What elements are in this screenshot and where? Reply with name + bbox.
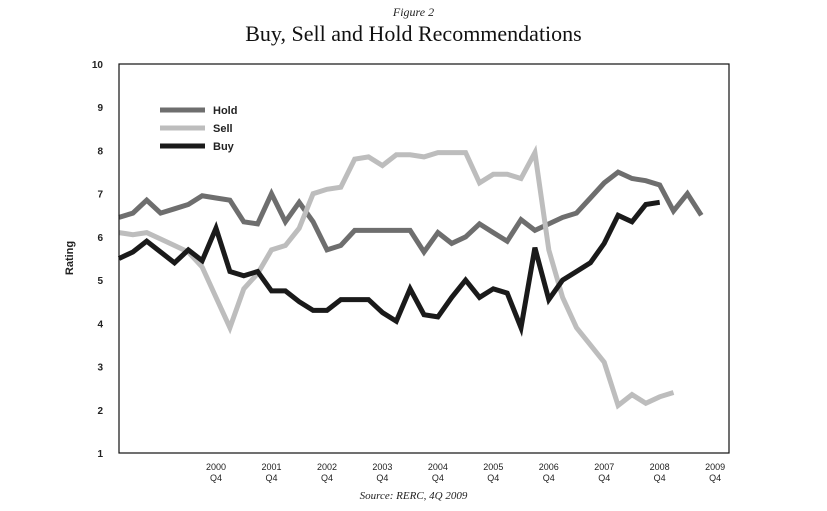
legend-label-hold: Hold xyxy=(213,105,237,117)
x-tick-quarter: Q4 xyxy=(432,473,444,483)
x-tick-label: 2009 xyxy=(705,462,725,472)
x-tick-label: 2005 xyxy=(483,462,503,472)
x-tick-quarter: Q4 xyxy=(709,473,721,483)
x-tick-quarter: Q4 xyxy=(654,473,666,483)
x-tick-label: 2007 xyxy=(594,462,614,472)
legend-label-sell: Sell xyxy=(213,123,233,135)
plot-frame xyxy=(118,63,730,454)
x-tick-label: 2001 xyxy=(261,462,281,472)
x-tick-label: 2008 xyxy=(650,462,670,472)
y-tick-label: 1 xyxy=(97,449,103,460)
x-tick-quarter: Q4 xyxy=(210,473,222,483)
y-tick-label: 9 xyxy=(97,103,103,114)
x-tick-quarter: Q4 xyxy=(376,473,388,483)
y-tick-label: 3 xyxy=(97,363,103,374)
source-note: Source: RERC, 4Q 2009 xyxy=(359,490,468,502)
y-tick-label: 4 xyxy=(97,319,103,330)
y-axis-label: Rating xyxy=(64,241,76,275)
x-tick-label: 2002 xyxy=(317,462,337,472)
x-tick-quarter: Q4 xyxy=(487,473,499,483)
x-tick-quarter: Q4 xyxy=(265,473,277,483)
x-tick-quarter: Q4 xyxy=(543,473,555,483)
series-line-hold xyxy=(118,169,704,257)
x-tick-label: 2000 xyxy=(206,462,226,472)
x-tick-label: 2006 xyxy=(539,462,559,472)
y-tick-label: 7 xyxy=(97,190,103,201)
y-tick-label: 6 xyxy=(97,233,103,244)
series-line-buy xyxy=(117,199,661,337)
legend: Hold Sell Buy xyxy=(160,105,237,153)
legend-label-buy: Buy xyxy=(213,141,235,153)
x-tick-label: 2004 xyxy=(428,462,448,472)
series-line-sell xyxy=(118,144,675,410)
x-tick-quarter: Q4 xyxy=(321,473,333,483)
y-tick-label: 5 xyxy=(97,276,103,287)
y-tick-label: 10 xyxy=(92,60,104,71)
y-tick-label: 2 xyxy=(97,406,103,417)
x-tick-quarter: Q4 xyxy=(598,473,610,483)
y-tick-label: 8 xyxy=(97,146,103,157)
chart-title: Buy, Sell and Hold Recommendations xyxy=(245,21,582,46)
figure-label: Figure 2 xyxy=(392,5,435,19)
x-tick-label: 2003 xyxy=(372,462,392,472)
